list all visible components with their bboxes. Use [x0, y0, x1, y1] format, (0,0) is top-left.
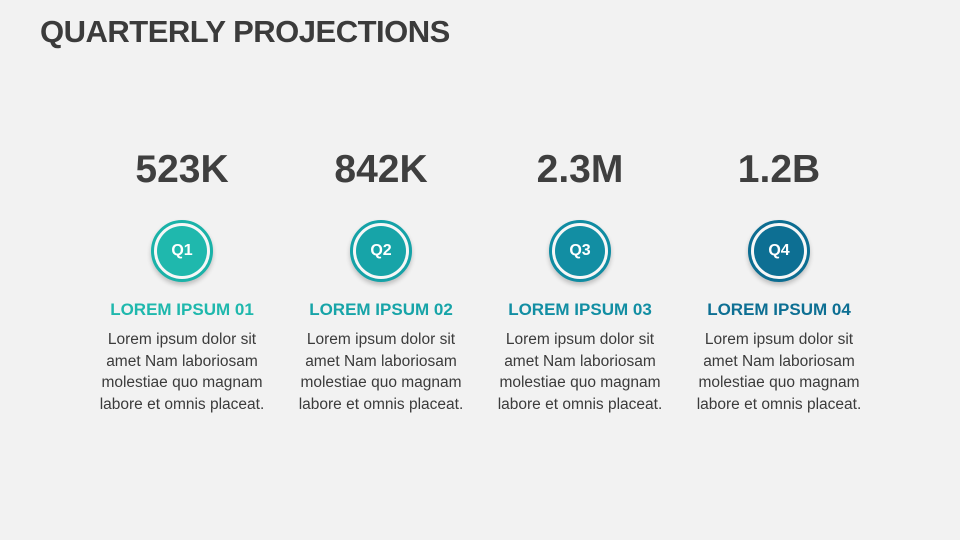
- stat-value: 2.3M: [536, 148, 624, 191]
- description-line: Lorem ipsum dolor sit: [306, 331, 456, 348]
- quarter-column-1: 523K Q1 LOREM IPSUM 01 Lorem ipsum dolor…: [82, 140, 282, 415]
- quarter-badge-inner: Q1: [157, 226, 207, 276]
- quarter-column-3: 2.3M Q3 LOREM IPSUM 03 Lorem ipsum dolor…: [480, 140, 680, 415]
- quarter-badge: Q4: [748, 220, 810, 282]
- description-line: molestiae quo magnam: [300, 374, 462, 391]
- quarter-heading: LOREM IPSUM 03: [508, 300, 652, 319]
- quarter-description: Lorem ipsum dolor sit amet Nam laboriosa…: [82, 329, 282, 415]
- description-line: molestiae quo magnam: [101, 374, 263, 391]
- description-line: molestiae quo magnam: [698, 374, 860, 391]
- description-line: amet Nam laboriosam: [703, 352, 855, 370]
- stat-value: 842K: [334, 148, 428, 191]
- quarter-heading: LOREM IPSUM 04: [707, 300, 851, 319]
- description-line: labore et omnis placeat.: [298, 395, 464, 413]
- description-line: Lorem ipsum dolor sit: [704, 331, 854, 348]
- description-line: labore et omnis placeat.: [99, 395, 265, 413]
- quarter-label: Q3: [569, 242, 591, 259]
- description-line: amet Nam laboriosam: [305, 352, 457, 370]
- quarter-label: Q2: [370, 242, 392, 259]
- description-line: labore et omnis placeat.: [497, 395, 663, 413]
- quarter-heading: LOREM IPSUM 01: [110, 300, 254, 319]
- page-title: QUARTERLY PROJECTIONS: [40, 14, 450, 49]
- quarter-description: Lorem ipsum dolor sit amet Nam laboriosa…: [281, 329, 481, 415]
- quarter-badge-inner: Q2: [356, 226, 406, 276]
- stat-value: 523K: [135, 148, 229, 191]
- quarter-column-4: 1.2B Q4 LOREM IPSUM 04 Lorem ipsum dolor…: [679, 140, 879, 415]
- description-line: amet Nam laboriosam: [106, 352, 258, 370]
- quarter-badge: Q1: [151, 220, 213, 282]
- quarter-description: Lorem ipsum dolor sit amet Nam laboriosa…: [480, 329, 680, 415]
- stat-value: 1.2B: [737, 148, 821, 191]
- description-line: Lorem ipsum dolor sit: [505, 331, 655, 348]
- quarter-label: Q4: [768, 242, 790, 259]
- quarter-badge-inner: Q4: [754, 226, 804, 276]
- quarter-label: Q1: [171, 242, 193, 259]
- description-line: Lorem ipsum dolor sit: [107, 331, 257, 348]
- description-line: molestiae quo magnam: [499, 374, 661, 391]
- quarter-description: Lorem ipsum dolor sit amet Nam laboriosa…: [679, 329, 879, 415]
- description-line: amet Nam laboriosam: [504, 352, 656, 370]
- quarter-heading: LOREM IPSUM 02: [309, 300, 453, 319]
- quarter-badge: Q3: [549, 220, 611, 282]
- quarter-badge-inner: Q3: [555, 226, 605, 276]
- quarter-column-2: 842K Q2 LOREM IPSUM 02 Lorem ipsum dolor…: [281, 140, 481, 415]
- description-line: labore et omnis placeat.: [696, 395, 862, 413]
- quarter-badge: Q2: [350, 220, 412, 282]
